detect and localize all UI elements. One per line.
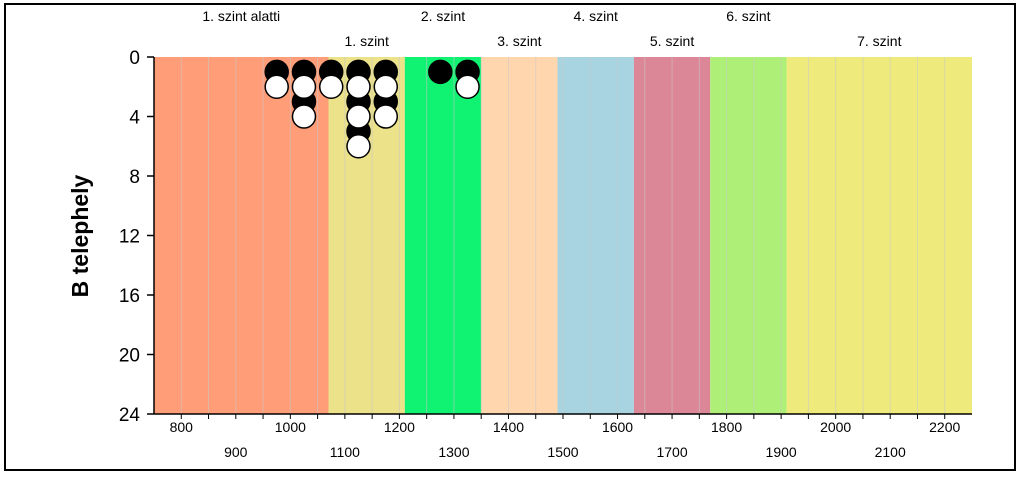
y-tick-label: 20 <box>119 346 140 367</box>
level-label-8: 7. szint <box>857 33 901 49</box>
x-tick-label: 1700 <box>656 444 687 460</box>
level-bands <box>154 57 972 414</box>
axes: 0 4 8 12 16 20 24 800 1000 1200 1400 1600 1800 2000 22… <box>119 48 972 460</box>
y-tick-label: 16 <box>119 286 140 307</box>
level-band-3 <box>404 57 482 414</box>
open-point <box>455 74 480 99</box>
level-label-7: 6. szint <box>726 8 770 24</box>
level-label-2: 1. szint <box>345 33 389 49</box>
x-tick-label: 1000 <box>275 419 306 435</box>
level-label-1: 1. szint alatti <box>202 8 280 24</box>
y-tick-label: 12 <box>119 227 140 248</box>
open-point <box>373 74 399 99</box>
y-axis-label: B telephely <box>67 174 93 297</box>
x-tick-label: 1900 <box>766 444 797 460</box>
y-tick-label: 4 <box>129 108 140 129</box>
y-tick-label: 8 <box>129 167 140 188</box>
level-band-7 <box>710 57 787 414</box>
open-point <box>346 104 371 129</box>
open-point <box>346 134 371 159</box>
open-point <box>264 74 289 99</box>
level-label-5: 4. szint <box>574 8 618 24</box>
level-label-6: 5. szint <box>650 33 694 49</box>
data-points <box>264 59 480 159</box>
x-tick-label: 2000 <box>820 419 851 435</box>
level-band-5 <box>557 57 634 414</box>
x-tick-label: 800 <box>170 419 194 435</box>
x-tick-label: 2200 <box>929 419 960 435</box>
level-band-4 <box>481 57 558 414</box>
open-point <box>291 74 317 99</box>
y-tick-label: 0 <box>129 48 140 69</box>
level-label-4: 3. szint <box>497 33 541 49</box>
filled-point <box>428 59 453 85</box>
open-point <box>318 74 344 99</box>
x-tick-label: 1500 <box>547 444 578 460</box>
level-band-8 <box>786 57 972 414</box>
level-label-3: 2. szint <box>421 8 465 24</box>
x-tick-label: 2100 <box>875 444 906 460</box>
x-tick-label: 1300 <box>438 444 469 460</box>
open-point <box>373 104 399 129</box>
x-tick-label: 1800 <box>711 419 742 435</box>
open-point <box>291 104 317 129</box>
y-tick-label: 24 <box>119 405 141 426</box>
x-tick-label: 1400 <box>493 419 524 435</box>
labels: 1. szint alatti 1. szint 2. szint 3. szint 4… <box>202 8 901 49</box>
x-tick-label: 900 <box>224 444 248 460</box>
grid-lines <box>180 57 946 414</box>
x-tick-label: 1600 <box>602 419 633 435</box>
x-tick-label: 1200 <box>384 419 415 435</box>
x-tick-label: 1100 <box>330 444 360 460</box>
open-point <box>346 74 371 99</box>
